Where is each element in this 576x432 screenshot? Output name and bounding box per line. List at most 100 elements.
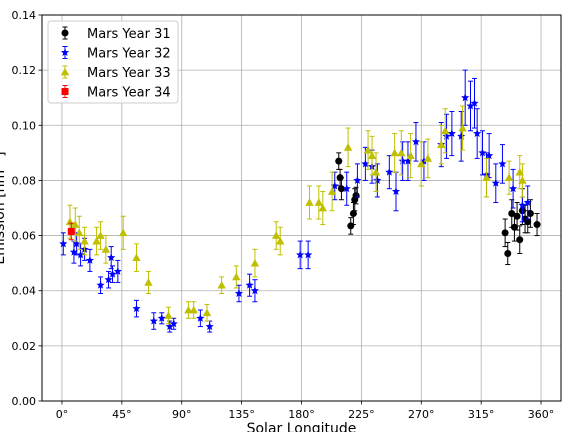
- y-tick-label: 0.12: [12, 64, 37, 77]
- data-point: [473, 129, 482, 138]
- x-tick-label: 45°: [112, 408, 132, 421]
- y-tick-label: 0.06: [12, 230, 37, 243]
- data-point: [164, 311, 173, 319]
- data-point: [196, 313, 205, 322]
- data-point: [272, 231, 281, 239]
- series-3: [65, 105, 527, 325]
- data-point: [132, 304, 141, 313]
- data-point: [305, 198, 314, 206]
- data-point: [189, 305, 198, 314]
- y-tick-label: 0.02: [12, 340, 37, 353]
- data-point: [165, 322, 174, 331]
- data-point: [442, 132, 451, 140]
- data-point: [352, 192, 360, 200]
- y-tick-label: 0.10: [12, 119, 37, 132]
- data-point: [371, 167, 381, 176]
- data-point: [217, 281, 226, 289]
- data-point: [470, 98, 479, 107]
- data-point: [373, 176, 382, 184]
- data-point: [423, 154, 433, 162]
- data-point: [72, 239, 81, 248]
- data-point: [367, 151, 377, 159]
- data-point: [169, 319, 178, 328]
- data-point: [318, 203, 327, 212]
- data-point: [157, 313, 166, 322]
- data-point: [76, 250, 85, 259]
- data-point: [304, 250, 313, 259]
- data-point: [363, 145, 373, 154]
- data-point: [96, 280, 105, 289]
- data-point: [276, 236, 285, 245]
- x-tick-label: 270°: [408, 408, 435, 421]
- legend-marker: [61, 88, 69, 95]
- data-point: [69, 247, 79, 256]
- data-point: [361, 159, 370, 168]
- x-tick-label: 180°: [288, 408, 315, 421]
- legend-marker: [61, 29, 69, 37]
- data-point: [478, 148, 487, 157]
- legend-label: Mars Year 34: [87, 86, 171, 101]
- x-tick-label: 315°: [468, 408, 495, 421]
- data-point: [342, 184, 351, 193]
- data-point: [466, 101, 475, 110]
- data-point: [391, 187, 401, 195]
- legend: Mars Year 31 Mars Year 32 Mars Year 33 Mars…: [47, 20, 179, 104]
- y-axis: 0.00 0.02 0.04 0.06 0.08 0.10 0.12 0.14: [12, 9, 42, 408]
- legend-item: Mars Year 33: [60, 65, 171, 81]
- data-point: [250, 286, 260, 295]
- legend-box: [47, 20, 179, 104]
- data-point: [523, 198, 532, 206]
- data-point: [397, 148, 406, 157]
- data-point: [104, 275, 113, 284]
- data-point: [245, 280, 254, 289]
- data-point: [524, 218, 532, 226]
- y-axis-label: Emission [nm⁻¹]: [0, 151, 8, 264]
- data-point: [96, 231, 105, 239]
- data-point: [80, 236, 89, 245]
- x-tick-label: 360°: [528, 408, 555, 421]
- x-tick-label: 0°: [56, 408, 69, 421]
- data-point: [406, 151, 415, 159]
- data-point: [353, 176, 362, 184]
- data-point: [518, 200, 527, 209]
- data-point: [403, 156, 413, 165]
- legend-label: Mars Year 31: [87, 27, 171, 42]
- data-point: [411, 137, 421, 146]
- data-point: [314, 198, 323, 206]
- data-point: [327, 187, 337, 195]
- data-point: [491, 178, 500, 187]
- data-point: [498, 159, 507, 168]
- y-tick-label: 0.00: [12, 395, 37, 408]
- x-axis-label: Solar Longitude: [247, 421, 357, 432]
- data-point: [234, 289, 244, 297]
- data-point: [437, 140, 446, 148]
- data-point: [457, 132, 466, 140]
- data-point: [205, 322, 214, 331]
- data-point: [509, 184, 518, 193]
- data-point: [330, 181, 339, 190]
- x-tick-label: 225°: [348, 408, 375, 421]
- data-point: [85, 256, 94, 264]
- data-point: [67, 227, 75, 235]
- series-1: [335, 152, 541, 266]
- data-point: [149, 316, 158, 325]
- data-point: [508, 210, 516, 218]
- data-point: [202, 308, 212, 317]
- y-tick-label: 0.08: [12, 174, 37, 187]
- data-point: [485, 151, 494, 160]
- data-point: [343, 143, 353, 151]
- data-point: [337, 185, 345, 193]
- data-point: [101, 245, 111, 253]
- data-point: [516, 236, 524, 244]
- legend-label: Mars Year 32: [87, 47, 171, 62]
- data-point: [518, 176, 527, 184]
- data-point: [113, 267, 122, 275]
- legend-label: Mars Year 33: [87, 66, 171, 81]
- data-point: [504, 249, 512, 257]
- data-point: [296, 250, 305, 259]
- x-tick-label: 135°: [228, 408, 255, 421]
- data-point: [513, 212, 521, 220]
- data-point: [385, 167, 394, 176]
- data-point: [108, 269, 117, 278]
